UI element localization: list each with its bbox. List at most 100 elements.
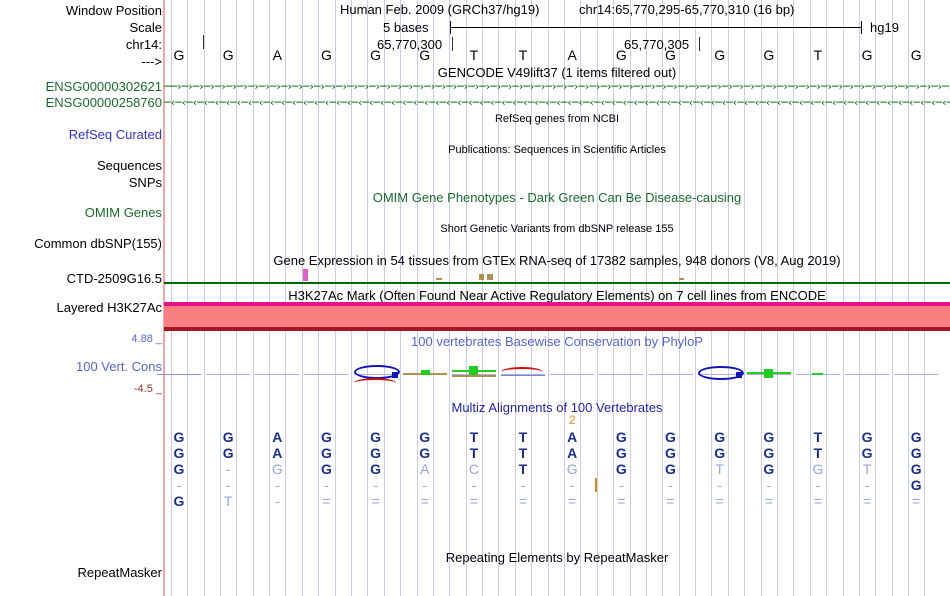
alignment-base: T [518, 461, 528, 477]
track-title-gencode[interactable]: GENCODE V49lift37 (1 items filtered out) [437, 65, 677, 80]
alignment-base: G [615, 461, 627, 477]
label-window-position[interactable]: Window Position [65, 3, 162, 18]
label-snps[interactable]: SNPs [128, 175, 162, 190]
gridline [400, 0, 401, 596]
alignment-base: G [615, 445, 627, 461]
phylop-mark [550, 374, 595, 375]
gridline [498, 0, 499, 596]
gridline [826, 0, 827, 596]
track-title-dbsnp[interactable]: Short Genetic Variants from dbSNP releas… [440, 223, 674, 235]
alignment-base: - [668, 477, 673, 493]
alignment-base: G [271, 461, 283, 477]
reference-base: G [222, 47, 234, 63]
label-100-vert-cons[interactable]: 100 Vert. Cons [76, 359, 162, 374]
alignment-base: G [419, 429, 431, 445]
gridline [695, 0, 696, 596]
gene-track-forward-strand[interactable]: ──›─›─›─›─›─›─›─›─›─›─›─›─›─›─›─›─›─›─›─… [164, 81, 950, 92]
track-title-omim[interactable]: OMIM Gene Phenotypes - Dark Green Can Be… [372, 190, 742, 205]
phylop-mark [391, 372, 398, 378]
alignment-base: G [763, 429, 775, 445]
label-repeatmasker[interactable]: RepeatMasker [77, 565, 162, 580]
gridline [351, 0, 352, 596]
phylop-mark [763, 369, 773, 378]
alignment-base: - [471, 477, 477, 493]
track-title-refseq[interactable]: RefSeq genes from NCBI [494, 113, 620, 125]
label-gtex-gene[interactable]: CTD-2509G16.5 [66, 271, 162, 286]
alignment-base: G [222, 429, 234, 445]
track-title-phylop[interactable]: 100 vertebrates Basewise Conservation by… [411, 334, 703, 349]
vertical-gridlines [164, 0, 950, 596]
gridline [466, 0, 467, 596]
phylop-mark [304, 374, 349, 375]
label-common-dbsnp[interactable]: Common dbSNP(155) [34, 236, 162, 251]
gridline [810, 0, 811, 596]
track-title-gtex[interactable]: Gene Expression in 54 tissues from GTEx … [273, 253, 841, 268]
gridline [662, 0, 663, 596]
gridline [679, 0, 680, 596]
alignment-base: = [764, 493, 773, 509]
alignment-base: G [714, 445, 726, 461]
alignment-base: G [763, 461, 775, 477]
reference-base: G [665, 47, 676, 63]
label-gene-ensg00000258760[interactable]: ENSG00000258760 [45, 95, 162, 110]
gridline [908, 0, 909, 596]
label-gene-ensg00000302621[interactable]: ENSG00000302621 [45, 79, 162, 94]
gtex-bar-tan-4 [679, 278, 684, 280]
track-title-publications[interactable]: Publications: Sequences in Scientific Ar… [448, 144, 666, 156]
label-scale[interactable]: Scale [129, 20, 162, 35]
alignment-base: = [518, 493, 528, 509]
track-title-repeatmasker[interactable]: Repeating Elements by RepeatMasker [445, 550, 669, 565]
phylop-mark [206, 374, 251, 375]
assembly-name: Human Feb. 2009 (GRCh37/hg19) [340, 2, 540, 17]
gtex-track-data[interactable] [164, 269, 950, 282]
gridline [892, 0, 893, 596]
track-title-h3k27ac[interactable]: H3K27Ac Mark (Often Found Near Active Re… [288, 288, 826, 303]
gridline [482, 0, 483, 596]
label-sequences[interactable]: Sequences [96, 158, 162, 173]
alignment-base: G [861, 429, 873, 445]
gridline [236, 0, 237, 596]
alignment-base: G [910, 445, 922, 461]
alignment-base: G [665, 461, 676, 477]
alignment-base: G [615, 429, 627, 445]
h3k27ac-signal-band[interactable] [164, 302, 950, 331]
reference-base: G [615, 47, 627, 63]
track-title-multiz[interactable]: Multiz Alignments of 100 Vertebrates [451, 400, 663, 415]
label-layered-h3k27ac[interactable]: Layered H3K27Ac [56, 300, 162, 315]
position-range: chr14:65,770,295-65,770,310 (16 bp) [579, 2, 795, 17]
phylop-red-arc [353, 378, 396, 388]
label-chrom[interactable]: chr14: [125, 37, 162, 52]
gridline [531, 0, 532, 596]
alignment-base: G [910, 461, 922, 477]
alignment-base: = [666, 493, 675, 509]
alignment-base: = [469, 493, 478, 509]
alignment-base: G [566, 461, 578, 477]
gridline [449, 0, 450, 596]
coord-tick-start [203, 35, 204, 49]
gridline [253, 0, 254, 596]
alignment-base: T [469, 445, 479, 461]
reference-base: G [419, 47, 431, 63]
alignment-base: T [813, 429, 823, 445]
gene-track-reverse-strand[interactable]: ─‹─‹─‹─‹─‹─‹─‹─‹─‹─‹─‹─‹─‹─‹─‹─‹─‹─‹─‹─‹… [164, 97, 950, 108]
alignment-base: G [370, 429, 382, 445]
alignment-base: = [322, 493, 331, 509]
reference-base: A [272, 47, 282, 63]
alignment-base: - [225, 461, 231, 477]
db-name: hg19 [870, 20, 899, 35]
phylop-conservation-track[interactable] [157, 352, 950, 397]
gridline [171, 0, 172, 596]
label-omim-genes[interactable]: OMIM Genes [84, 205, 162, 220]
alignment-base: - [864, 477, 870, 493]
alignment-base: - [225, 477, 231, 493]
alignment-base: G [370, 461, 382, 477]
label-refseq-curated[interactable]: RefSeq Curated [68, 127, 162, 142]
track-label-column: Window Position Scale chr14: ---> ENSG00… [0, 0, 162, 596]
h3k27ac-top-edge [164, 302, 950, 306]
alignment-base: = [715, 493, 724, 509]
alignment-base: - [422, 477, 428, 493]
alignment-base: G [173, 445, 185, 461]
phylop-mark [648, 374, 693, 375]
